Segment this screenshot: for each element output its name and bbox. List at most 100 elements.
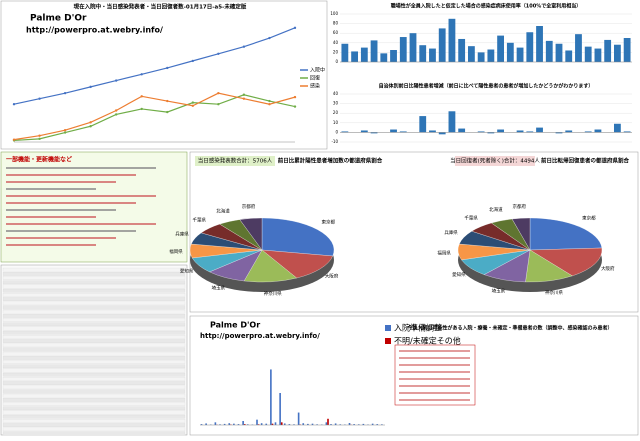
point bbox=[192, 105, 194, 107]
point bbox=[192, 60, 194, 62]
point bbox=[268, 103, 270, 105]
bar bbox=[458, 129, 465, 133]
bar bbox=[497, 36, 504, 62]
chart-title: 自治体別前日比陽性患者増減（前日に比べて陽性患者の患者が増加したかどうかがわかり… bbox=[379, 83, 594, 90]
bar bbox=[614, 45, 621, 62]
table-row bbox=[3, 318, 185, 321]
bar bbox=[302, 423, 304, 425]
slice-label: 兵庫県 bbox=[175, 230, 189, 237]
point bbox=[141, 95, 143, 97]
bar bbox=[361, 130, 368, 132]
table-row bbox=[3, 381, 185, 384]
bar bbox=[390, 130, 397, 133]
bar bbox=[595, 49, 602, 62]
point bbox=[89, 125, 91, 127]
table-row bbox=[3, 352, 185, 355]
info-box bbox=[395, 345, 475, 405]
point bbox=[115, 79, 117, 81]
table-row bbox=[3, 407, 185, 410]
bar bbox=[429, 49, 436, 62]
table-row bbox=[3, 423, 185, 426]
notes-heading: 一部機能・更新機能など bbox=[6, 156, 72, 164]
chart-title: 前日比累計陽性患者増加数の都道府県割合 bbox=[278, 157, 383, 165]
point bbox=[243, 97, 245, 99]
table-row bbox=[3, 377, 185, 380]
point bbox=[217, 103, 219, 105]
point bbox=[192, 101, 194, 103]
y-tick-label: 100 bbox=[330, 11, 338, 16]
chart-title: 職場性が全員入院したと仮定した場合の感染症病床使用率（100%で全室利用相当） bbox=[391, 3, 581, 10]
slice-label: 愛知県 bbox=[452, 271, 466, 278]
bar bbox=[565, 130, 572, 132]
table-row bbox=[3, 335, 185, 338]
table-row bbox=[3, 398, 185, 401]
slice-label: 大阪府 bbox=[325, 272, 339, 279]
point bbox=[166, 100, 168, 102]
bar bbox=[517, 48, 524, 62]
legend-label: 回復 bbox=[310, 75, 320, 82]
pie-header: 当日回復者(死者除く)合計：4494人 bbox=[450, 157, 540, 165]
bar bbox=[390, 50, 397, 62]
point bbox=[166, 67, 168, 69]
table-row bbox=[3, 314, 185, 317]
table-row bbox=[3, 373, 185, 376]
bar bbox=[270, 369, 272, 425]
watermark: Palme D'Or bbox=[210, 321, 260, 330]
legend-label: 不明/未確定その他 bbox=[394, 336, 461, 346]
watermark: Palme D'Or bbox=[30, 14, 87, 24]
table-row bbox=[3, 327, 185, 330]
y-tick-label: 10 bbox=[333, 120, 339, 125]
slice-label: 埼玉県 bbox=[211, 284, 225, 291]
bar bbox=[575, 34, 582, 62]
table-row bbox=[3, 293, 185, 296]
bar bbox=[410, 33, 417, 62]
bar bbox=[279, 393, 281, 425]
bar bbox=[478, 52, 485, 62]
bar bbox=[400, 37, 407, 62]
point bbox=[294, 96, 296, 98]
bar bbox=[326, 422, 328, 425]
bar bbox=[380, 53, 387, 62]
bar bbox=[556, 44, 563, 62]
y-tick-label: 40 bbox=[333, 91, 339, 96]
bar bbox=[507, 43, 514, 62]
table-row bbox=[3, 386, 185, 389]
legend-label: 入院中 bbox=[310, 67, 325, 74]
bar bbox=[256, 420, 258, 425]
point bbox=[217, 92, 219, 94]
point bbox=[38, 97, 40, 99]
point bbox=[141, 73, 143, 75]
slice-label: 愛知県 bbox=[180, 268, 194, 275]
slice-label: 神奈川県 bbox=[264, 290, 282, 297]
pie-header: 当日感染発表数合計：5706人 bbox=[198, 157, 273, 165]
table-row bbox=[3, 432, 185, 435]
point bbox=[294, 105, 296, 107]
bar bbox=[565, 50, 572, 62]
point bbox=[243, 94, 245, 96]
bar bbox=[228, 423, 230, 425]
point bbox=[89, 121, 91, 123]
table-row bbox=[3, 415, 185, 418]
table-row bbox=[3, 390, 185, 393]
point bbox=[64, 92, 66, 94]
table-row bbox=[3, 402, 185, 405]
bar bbox=[458, 39, 465, 62]
table-row bbox=[3, 356, 185, 359]
point bbox=[13, 103, 15, 105]
table-row bbox=[3, 344, 185, 347]
point bbox=[217, 53, 219, 55]
bar bbox=[604, 40, 611, 62]
table-row bbox=[3, 297, 185, 300]
y-tick-label: -10 bbox=[331, 139, 338, 144]
point bbox=[268, 100, 270, 102]
bar bbox=[429, 130, 436, 132]
bar bbox=[449, 111, 456, 132]
table-row bbox=[3, 289, 185, 292]
bar bbox=[351, 51, 358, 62]
table-row bbox=[3, 276, 185, 279]
y-tick-label: 60 bbox=[333, 30, 339, 35]
legend-label: 入院準備調整 bbox=[394, 323, 442, 333]
y-tick-label: 20 bbox=[333, 49, 339, 54]
point bbox=[294, 27, 296, 29]
